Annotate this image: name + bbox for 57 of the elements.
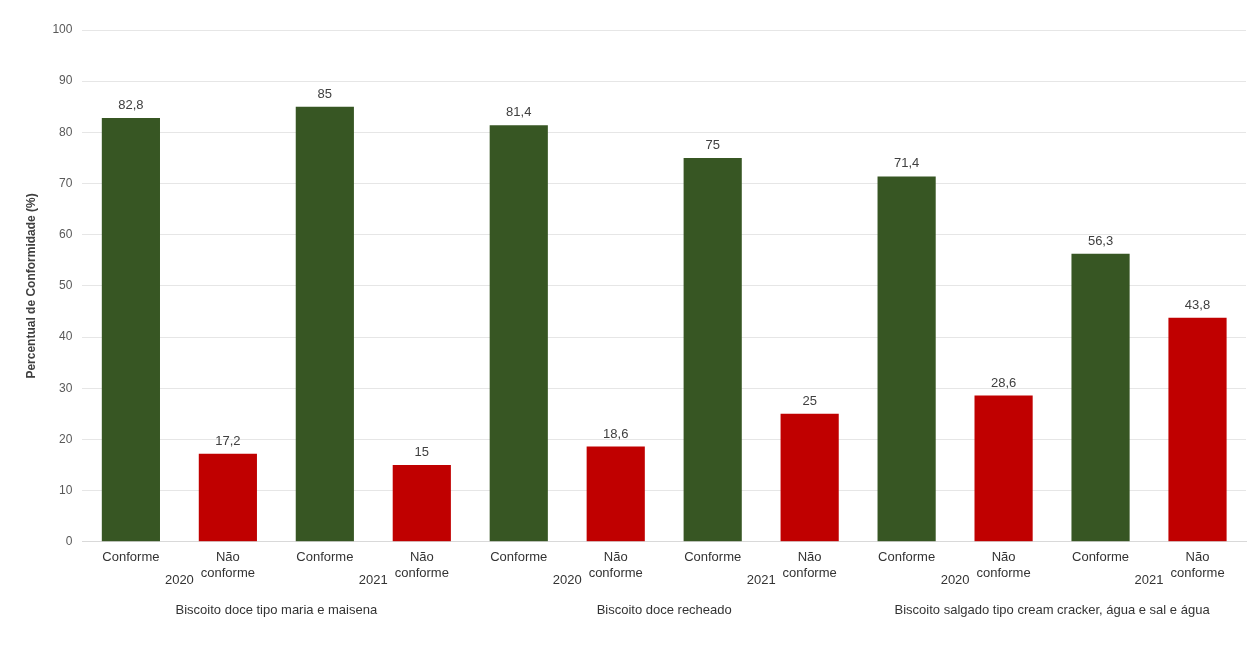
data-label: 56,3 xyxy=(1087,232,1114,248)
x-tick-label: Não conforme xyxy=(1170,549,1225,580)
y-tick-label: 50 xyxy=(59,278,73,293)
y-tick-label: 40 xyxy=(59,329,73,344)
y-tick-label: 90 xyxy=(59,73,73,88)
x-tick-label: Conforme xyxy=(684,549,742,565)
x-tick-label: Conforme xyxy=(102,549,160,565)
bar xyxy=(392,465,451,542)
data-label: 28,6 xyxy=(990,374,1017,390)
x-tick-label: Conforme xyxy=(878,549,936,565)
y-tick-label: 20 xyxy=(59,431,73,446)
y-axis-title: Percentual de Conformidade (%) xyxy=(23,193,38,379)
data-label: 75 xyxy=(705,137,720,153)
data-label: 82,8 xyxy=(118,97,144,113)
bar xyxy=(1071,253,1130,542)
x-tick-label: Não conforme xyxy=(200,549,255,580)
bar xyxy=(101,118,160,542)
bar xyxy=(974,395,1033,542)
y-tick-label: 60 xyxy=(59,227,73,242)
x-tick-label: Conforme xyxy=(296,549,354,565)
text: Biscoito salgado tipo cream cracker, água e sal e água xyxy=(894,601,1211,617)
data-label: 43,8 xyxy=(1184,296,1211,312)
bar xyxy=(780,413,839,542)
x-tick-label: Não conforme xyxy=(588,549,643,580)
y-tick-label: 10 xyxy=(59,482,73,497)
y-tick-label: 30 xyxy=(59,380,73,395)
y-tick-label: 0 xyxy=(65,534,73,549)
x-tick-label: Conforme xyxy=(1072,549,1130,565)
text: Biscoito doce tipo maria e maisena xyxy=(175,601,378,617)
bar xyxy=(1168,317,1227,542)
text: 2020 xyxy=(552,571,582,587)
bar xyxy=(295,106,354,542)
text: 2021 xyxy=(358,571,388,587)
bar xyxy=(489,125,548,542)
text: 2021 xyxy=(746,571,776,587)
text: 2020 xyxy=(164,571,194,587)
x-tick-label: Conforme xyxy=(490,549,548,565)
bar xyxy=(198,453,257,542)
x-tick-label: Não conforme xyxy=(976,549,1031,580)
data-label: 17,2 xyxy=(215,432,241,448)
y-tick-label: 80 xyxy=(59,124,73,139)
y-tick-label: 100 xyxy=(52,22,73,37)
data-label: 25 xyxy=(802,392,817,408)
text: Biscoito doce recheado xyxy=(596,601,732,617)
x-tick-label: Não conforme xyxy=(394,549,449,580)
data-label: 15 xyxy=(414,444,430,460)
y-tick-label: 70 xyxy=(59,175,73,190)
text: 2021 xyxy=(1134,571,1164,587)
bar xyxy=(877,176,936,542)
data-label: 81,4 xyxy=(506,104,532,120)
bar xyxy=(586,446,645,542)
data-label: 71,4 xyxy=(893,155,920,171)
text: 2020 xyxy=(940,571,970,587)
bar xyxy=(683,157,742,542)
data-label: 85 xyxy=(317,85,333,101)
x-tick-label: Não conforme xyxy=(782,549,837,580)
data-label: 18,6 xyxy=(603,425,629,441)
